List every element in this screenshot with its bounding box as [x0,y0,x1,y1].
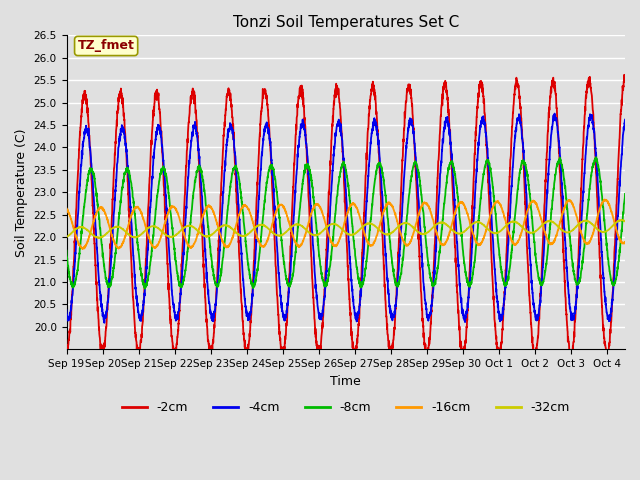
-32cm [277,232,285,238]
-4cm [621,117,629,122]
Line: -4cm: -4cm [67,114,625,323]
Y-axis label: Soil Temperature (C): Soil Temperature (C) [15,128,28,257]
-4cm [127,205,134,211]
-32cm [611,221,618,227]
-2cm [277,342,285,348]
Line: -16cm: -16cm [67,200,625,249]
-16cm [63,205,70,211]
-32cm [301,226,309,232]
-16cm [127,216,134,222]
-2cm [550,82,557,88]
-16cm [160,225,168,231]
-32cm [550,220,558,226]
-4cm [277,293,285,299]
X-axis label: Time: Time [330,374,361,387]
-4cm [63,307,70,313]
-32cm [618,217,625,223]
-8cm [301,166,309,172]
-4cm [100,320,108,326]
-4cm [301,127,309,133]
-8cm [621,191,629,197]
-16cm [601,197,609,203]
-2cm [126,236,134,242]
-16cm [301,233,309,239]
-16cm [277,202,285,207]
-4cm [611,272,618,278]
-8cm [277,231,285,237]
-2cm [63,344,70,350]
-8cm [126,175,134,181]
-4cm [551,111,559,117]
-32cm [160,230,168,236]
Legend: -2cm, -4cm, -8cm, -16cm, -32cm: -2cm, -4cm, -8cm, -16cm, -32cm [116,396,575,420]
-16cm [611,219,618,225]
-8cm [160,165,168,171]
-8cm [63,248,70,253]
-2cm [602,357,610,363]
-32cm [621,218,629,224]
-16cm [550,239,558,244]
-8cm [141,286,148,291]
-4cm [550,117,558,122]
-2cm [301,120,308,125]
Title: Tonzi Soil Temperatures Set C: Tonzi Soil Temperatures Set C [232,15,459,30]
-16cm [79,246,86,252]
Line: -2cm: -2cm [67,75,625,360]
Line: -32cm: -32cm [67,220,625,238]
-2cm [611,260,618,266]
-2cm [621,76,629,82]
-2cm [620,72,628,78]
-32cm [63,234,70,240]
-8cm [611,282,618,288]
-8cm [550,183,558,189]
Line: -8cm: -8cm [67,157,625,288]
-32cm [95,235,102,241]
Text: TZ_fmet: TZ_fmet [77,39,134,52]
-8cm [592,154,600,160]
-16cm [621,239,629,245]
-4cm [160,159,168,165]
-32cm [127,233,134,239]
-2cm [159,171,167,177]
